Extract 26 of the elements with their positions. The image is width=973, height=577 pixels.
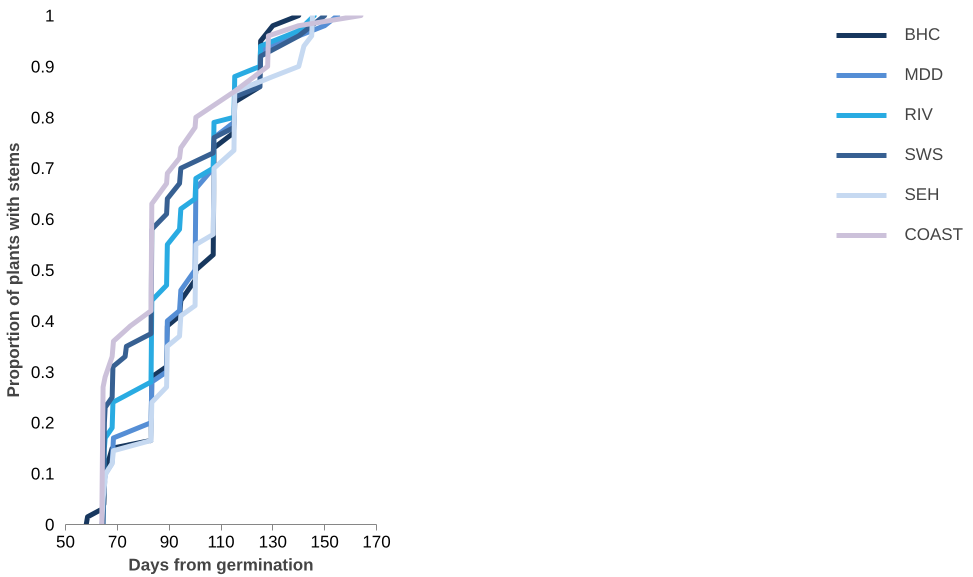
y-tick-label: 0.7: [30, 159, 55, 178]
y-tick-label: 0.1: [30, 464, 55, 484]
y-tick-label: 0.8: [30, 108, 55, 128]
y-tick-label: 0.3: [30, 362, 55, 382]
legend-label: BHC: [904, 25, 940, 45]
y-tick-label: 0.9: [30, 57, 55, 76]
y-tick-label: 0.5: [30, 261, 55, 280]
x-tick-label: 50: [56, 532, 75, 552]
x-tick-label: 150: [310, 532, 339, 552]
x-axis-title: Days from germination: [128, 556, 314, 574]
legend-label: RIV: [904, 105, 933, 125]
y-tick-label: 0.4: [30, 312, 55, 331]
legend-label: SWS: [904, 145, 944, 165]
y-tick-label: 0.2: [30, 414, 55, 433]
y-tick-label: 0.6: [30, 210, 55, 230]
x-tick-label: 110: [207, 532, 235, 552]
y-axis-title: Proportion of plants with stems: [4, 142, 23, 398]
legend-label: COAST: [904, 225, 963, 245]
x-tick-label: 130: [258, 532, 288, 552]
x-tick-label: 90: [160, 532, 179, 552]
y-tick-label: 1: [45, 6, 55, 26]
legend-label: SEH: [904, 185, 940, 205]
x-tick-label: 70: [108, 532, 127, 552]
x-tick-label: 170: [362, 532, 391, 552]
y-tick-label: 0: [45, 516, 55, 534]
legend-label: MDD: [904, 65, 944, 85]
